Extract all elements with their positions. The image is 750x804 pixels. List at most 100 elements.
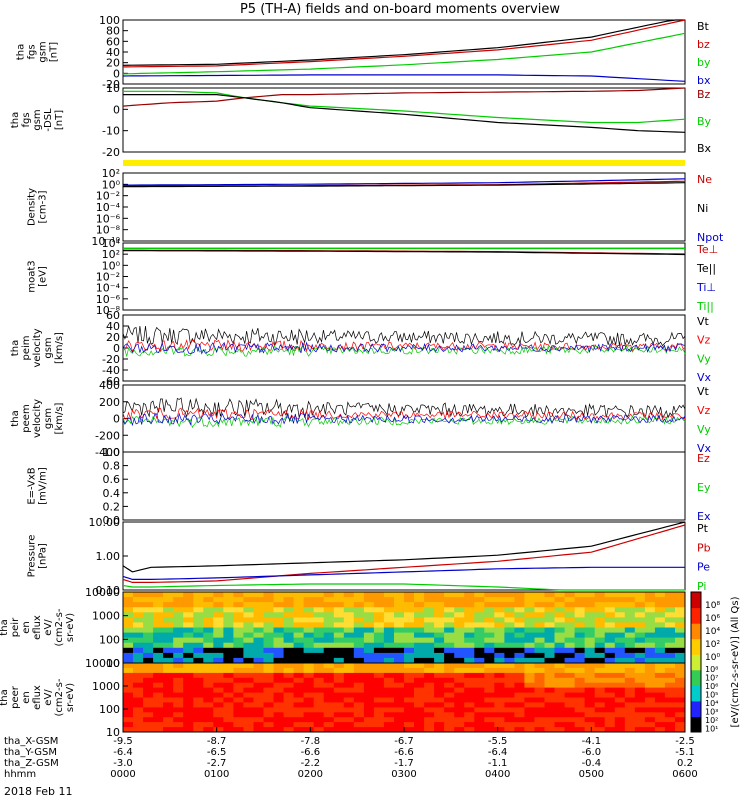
- heatmap-cell: [484, 667, 495, 674]
- heatmap-cell: [574, 592, 586, 598]
- heatmap-cell: [624, 642, 636, 649]
- heatmap-cell: [464, 632, 475, 639]
- heatmap-cell: [464, 672, 475, 679]
- heatmap-cell: [454, 672, 465, 679]
- heatmap-cell: [604, 712, 616, 718]
- heatmap-cell: [614, 617, 626, 623]
- heatmap-cell: [454, 682, 465, 689]
- heatmap-cell: [644, 592, 656, 598]
- heatmap-cell: [574, 702, 586, 708]
- heatmap-cell: [123, 727, 134, 733]
- heatmap-cell: [173, 722, 184, 728]
- heatmap-cell: [614, 592, 626, 598]
- heatmap-cell: [293, 607, 305, 613]
- heatmap-cell: [343, 667, 355, 674]
- heatmap-cell: [404, 722, 415, 728]
- heatmap-cell: [444, 697, 455, 703]
- heatmap-cell: [163, 597, 174, 603]
- heatmap-cell: [474, 597, 485, 603]
- panel-fgs-gse: thafgsgsm-DSL[nT]: [10, 87, 686, 153]
- heatmap-cell: [173, 652, 184, 659]
- heatmap-cell: [484, 652, 495, 659]
- legend-Vx: Vx: [697, 371, 712, 384]
- heatmap-cell: [454, 722, 465, 728]
- heatmap-cell: [664, 647, 676, 654]
- heatmap-cell: [474, 637, 485, 644]
- heatmap-cell: [283, 677, 295, 684]
- heatmap-cell: [494, 657, 505, 664]
- heatmap-cell: [273, 597, 284, 603]
- heatmap-cell: [153, 617, 164, 623]
- heatmap-cell: [594, 632, 606, 639]
- heatmap-cell: [163, 712, 174, 718]
- heatmap-cell: [263, 717, 274, 723]
- heatmap-cell: [564, 702, 576, 708]
- heatmap-cell: [123, 702, 134, 708]
- heatmap-cell: [614, 707, 626, 713]
- colorbar-tick: 10⁸: [705, 601, 720, 611]
- heatmap-cell: [554, 677, 565, 684]
- y-tick-label: 10: [106, 726, 120, 739]
- heatmap-cell: [644, 647, 656, 654]
- heatmap-cell: [524, 637, 535, 644]
- heatmap-cell: [454, 647, 465, 654]
- heatmap-cell: [574, 627, 586, 634]
- heatmap-cell: [454, 602, 465, 608]
- y-tick-label: 0.0: [103, 514, 121, 527]
- heatmap-cell: [404, 717, 415, 723]
- y-tick-label: 20: [106, 331, 120, 344]
- heatmap-cell: [554, 607, 565, 613]
- y-tick-label: 1000: [92, 680, 120, 693]
- heatmap-cell: [675, 692, 686, 698]
- heatmap-cell: [243, 592, 254, 598]
- heatmap-cell: [654, 687, 666, 693]
- heatmap-cell: [313, 672, 325, 679]
- heatmap-cell: [263, 702, 274, 708]
- y-tick-label: 10⁻⁴: [96, 282, 121, 295]
- heatmap-cell: [464, 677, 475, 684]
- heatmap-cell: [614, 672, 626, 679]
- heatmap-cell: [173, 712, 184, 718]
- heatmap-cell: [363, 692, 375, 698]
- heatmap-cell: [614, 702, 626, 708]
- y-axis-label-line: tha: [0, 619, 10, 635]
- colorbar-tick: 10³: [705, 708, 718, 717]
- heatmap-cell: [424, 663, 435, 669]
- heatmap-cell: [323, 652, 335, 659]
- heatmap-cell: [444, 727, 455, 733]
- heatmap-cell: [594, 707, 606, 713]
- heatmap-cell: [534, 697, 545, 703]
- heatmap-cell: [123, 722, 134, 728]
- heatmap-cell: [544, 647, 555, 654]
- heatmap-cell: [514, 637, 525, 644]
- heatmap-cell: [173, 627, 184, 634]
- heatmap-cell: [323, 727, 335, 733]
- heatmap-cell: [163, 602, 174, 608]
- heatmap-cell: [243, 647, 254, 654]
- heatmap-cell: [534, 682, 545, 689]
- heatmap-cell: [524, 627, 535, 634]
- heatmap-cell: [193, 672, 204, 679]
- heatmap-cell: [675, 702, 686, 708]
- heatmap-cell: [323, 622, 335, 628]
- heatmap-cell: [343, 707, 355, 713]
- heatmap-cell: [534, 652, 545, 659]
- heatmap-cell: [153, 682, 164, 689]
- y-axis-label-line: [mV/m]: [38, 467, 49, 505]
- y-tick-label: 10⁻⁸: [96, 304, 121, 317]
- heatmap-cell: [303, 597, 315, 603]
- heatmap-cell: [313, 592, 325, 598]
- heatmap-cell: [554, 592, 565, 598]
- heatmap-cell: [363, 672, 375, 679]
- heatmap-cell: [494, 642, 505, 649]
- series-line-Vy: [122, 345, 686, 357]
- heatmap-cell: [123, 612, 134, 618]
- y-tick-label: 0.6: [103, 473, 121, 486]
- legend-Npot: Npot: [697, 231, 724, 244]
- heatmap-cell: [494, 612, 505, 618]
- heatmap-cell: [464, 712, 475, 718]
- heatmap-cell: [173, 602, 184, 608]
- heatmap-cell: [414, 592, 425, 598]
- heatmap-cell: [343, 692, 355, 698]
- heatmap-cell: [544, 612, 555, 618]
